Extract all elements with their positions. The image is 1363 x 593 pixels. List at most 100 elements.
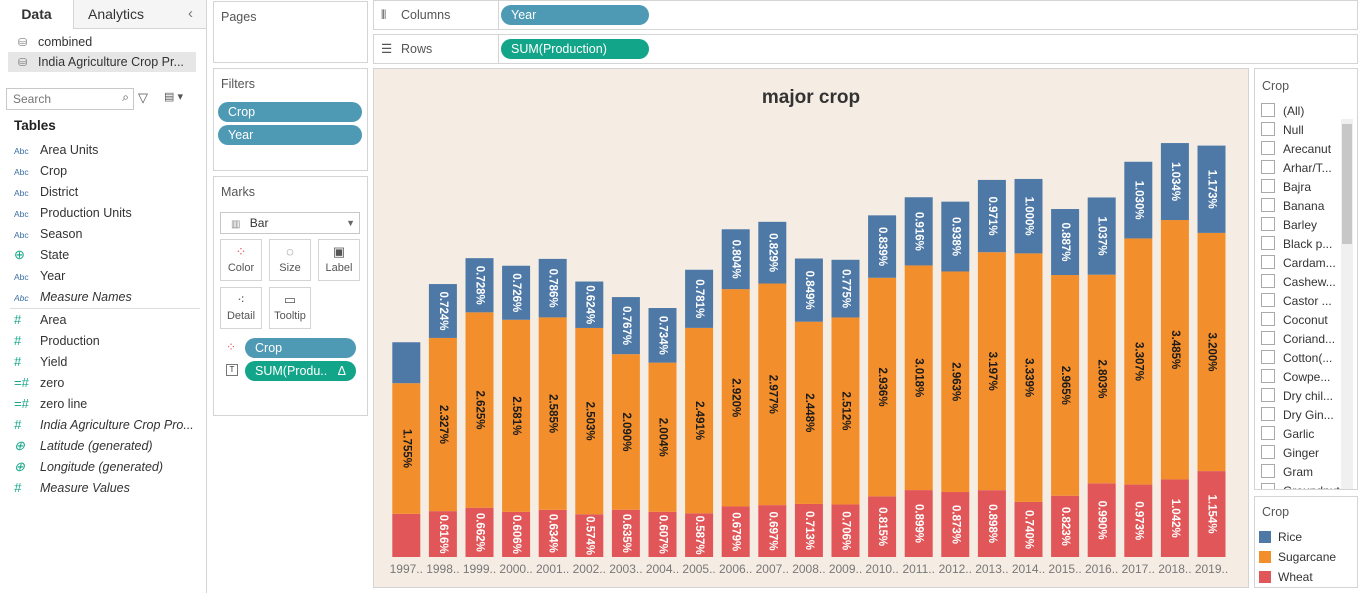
bar-wheat[interactable] (1014, 501, 1043, 557)
filter-item[interactable]: Null (1261, 121, 1343, 140)
bar-wheat[interactable] (1087, 483, 1116, 557)
checkbox[interactable] (1261, 293, 1275, 307)
filter-item[interactable]: (All) (1261, 102, 1343, 121)
field-dimension[interactable]: Abc Season (14, 224, 204, 244)
bar-sugarcane[interactable] (392, 383, 421, 514)
bar-wheat[interactable] (538, 509, 567, 557)
bar-rice[interactable] (1160, 143, 1189, 221)
bar-wheat[interactable] (465, 507, 494, 557)
field-dimension[interactable]: Abc Year (14, 266, 204, 286)
bar-sugarcane[interactable] (465, 312, 494, 508)
bar-wheat[interactable] (1051, 495, 1080, 557)
bar-sugarcane[interactable] (685, 327, 714, 514)
filter-item[interactable]: Barley (1261, 216, 1343, 235)
rows-pill-sum-production[interactable]: SUM(Production) (501, 39, 649, 59)
bar-wheat[interactable] (868, 496, 897, 557)
filter-item[interactable]: Coconut (1261, 311, 1343, 330)
bar-sugarcane[interactable] (1087, 274, 1116, 484)
bar-sugarcane[interactable] (758, 283, 787, 506)
color-button[interactable]: ⁘ Color (220, 239, 262, 281)
bar-wheat[interactable] (721, 506, 750, 557)
bar-wheat[interactable] (941, 492, 970, 557)
bar-rice[interactable] (904, 197, 933, 266)
field-measure[interactable]: # Area (14, 310, 204, 330)
bar-sugarcane[interactable] (977, 252, 1006, 491)
checkbox[interactable] (1261, 426, 1275, 440)
datasource-india-agriculture[interactable]: ⛁ India Agriculture Crop Pr... (8, 52, 196, 72)
field-measure[interactable]: =# zero line (14, 394, 204, 414)
bar-rice[interactable] (1014, 178, 1043, 254)
bar-rice[interactable] (1124, 161, 1153, 239)
search-input[interactable] (11, 89, 115, 109)
bar-sugarcane[interactable] (1051, 275, 1080, 496)
checkbox[interactable] (1261, 350, 1275, 364)
field-measure[interactable]: ⊕ Latitude (generated) (14, 436, 204, 456)
columns-pill-year[interactable]: Year (501, 5, 649, 25)
bar-wheat[interactable] (648, 511, 677, 557)
legend-item[interactable]: Sugarcane (1259, 547, 1336, 567)
filter-item[interactable]: Cardam... (1261, 254, 1343, 273)
bar-wheat[interactable] (794, 503, 823, 557)
field-measure[interactable]: ⊕ Longitude (generated) (14, 457, 204, 477)
bar-rice[interactable] (1087, 197, 1116, 275)
bar-wheat[interactable] (428, 511, 457, 557)
size-button[interactable]: ◌ Size (269, 239, 311, 281)
bar-rice[interactable] (831, 259, 860, 318)
tooltip-button[interactable]: ▭ Tooltip (269, 287, 311, 329)
checkbox[interactable] (1261, 103, 1275, 117)
bar-wheat[interactable] (685, 513, 714, 557)
field-measure[interactable]: # Yield (14, 352, 204, 372)
filter-item[interactable]: Black p... (1261, 235, 1343, 254)
checkbox[interactable] (1261, 217, 1275, 231)
view-list-icon[interactable]: ▤ ▾ (164, 91, 183, 103)
bar-sugarcane[interactable] (428, 337, 457, 512)
field-dimension[interactable]: Abc Measure Names (14, 287, 204, 307)
checkbox[interactable] (1261, 255, 1275, 269)
mark-type-select[interactable]: ▥ Bar ▼ (220, 212, 360, 234)
chevron-left-icon[interactable]: ‹ (188, 5, 193, 22)
bar-rice[interactable] (758, 221, 787, 284)
bar-sugarcane[interactable] (575, 327, 604, 515)
bar-sugarcane[interactable] (868, 277, 897, 497)
bar-rice[interactable] (941, 201, 970, 272)
field-measure[interactable]: # India Agriculture Crop Pro... (14, 415, 204, 435)
bar-wheat[interactable] (575, 514, 604, 557)
filter-item[interactable]: Cowpe... (1261, 368, 1343, 387)
checkbox[interactable] (1261, 369, 1275, 383)
label-button[interactable]: ▣ Label (318, 239, 360, 281)
legend-item[interactable]: Rice (1259, 527, 1302, 547)
bar-sugarcane[interactable] (831, 317, 860, 505)
checkbox[interactable] (1261, 445, 1275, 459)
bar-wheat[interactable] (1197, 471, 1226, 557)
checkbox[interactable] (1261, 407, 1275, 421)
bar-sugarcane[interactable] (721, 289, 750, 507)
filter-item[interactable]: Coriand... (1261, 330, 1343, 349)
field-dimension[interactable]: Abc Area Units (14, 140, 204, 160)
bar-wheat[interactable] (758, 505, 787, 557)
bar-rice[interactable] (1197, 145, 1226, 233)
bar-rice[interactable] (977, 179, 1006, 253)
filter-item[interactable]: Dry chil... (1261, 387, 1343, 406)
field-dimension[interactable]: Abc Crop (14, 161, 204, 181)
checkbox[interactable] (1261, 274, 1275, 288)
checkbox[interactable] (1261, 464, 1275, 478)
bar-rice[interactable] (1051, 209, 1080, 276)
filter-item[interactable]: Groundnut (1261, 482, 1343, 489)
checkbox[interactable] (1261, 141, 1275, 155)
bar-rice[interactable] (392, 342, 421, 384)
checkbox[interactable] (1261, 122, 1275, 136)
bar-sugarcane[interactable] (904, 265, 933, 491)
checkbox[interactable] (1261, 160, 1275, 174)
bar-sugarcane[interactable] (941, 271, 970, 493)
filter-item[interactable]: Cotton(... (1261, 349, 1343, 368)
checkbox[interactable] (1261, 483, 1275, 489)
bar-wheat[interactable] (392, 513, 421, 557)
search-icon[interactable]: ⌕ (122, 90, 129, 104)
filter-item[interactable]: Gram (1261, 463, 1343, 482)
bar-sugarcane[interactable] (1124, 238, 1153, 485)
legend-item[interactable]: Wheat (1259, 567, 1313, 587)
bar-wheat[interactable] (1124, 484, 1153, 557)
bar-sugarcane[interactable] (1014, 253, 1043, 502)
field-dimension[interactable]: Abc District (14, 182, 204, 202)
tab-analytics[interactable]: Analytics (88, 6, 145, 22)
